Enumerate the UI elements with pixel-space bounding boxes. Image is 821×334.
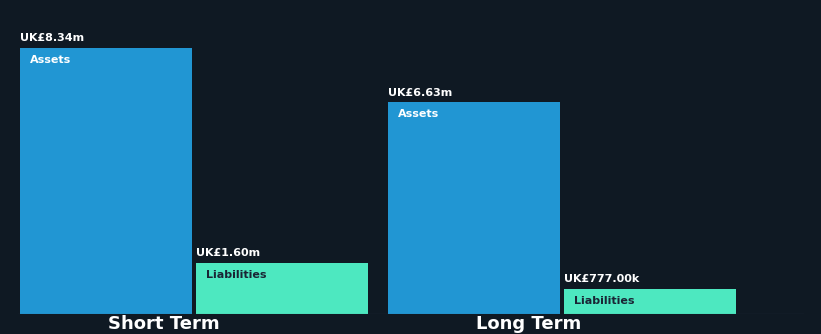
Bar	[20, 48, 191, 314]
Text: UK£1.60m: UK£1.60m	[195, 248, 259, 258]
Text: Liabilities: Liabilities	[205, 270, 266, 280]
Text: Short Term: Short Term	[108, 315, 219, 333]
Bar	[388, 102, 560, 314]
Text: Assets: Assets	[398, 109, 439, 119]
Text: Assets: Assets	[30, 55, 71, 65]
Text: Long Term: Long Term	[476, 315, 581, 333]
Text: UK£8.34m: UK£8.34m	[20, 33, 84, 43]
Text: UK£6.63m: UK£6.63m	[388, 88, 452, 98]
Text: Liabilities: Liabilities	[574, 296, 635, 306]
Bar	[195, 263, 368, 314]
Bar	[564, 289, 736, 314]
Text: UK£777.00k: UK£777.00k	[564, 274, 640, 284]
